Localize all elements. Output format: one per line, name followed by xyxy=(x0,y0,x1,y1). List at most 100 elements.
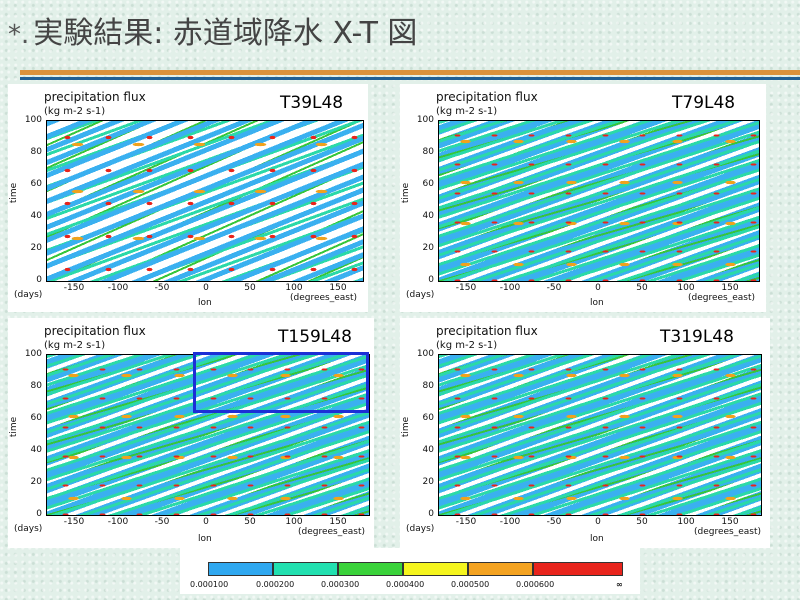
panel-t79l48: precipitation flux (kg m-2 s-1) T79L48 1… xyxy=(400,84,766,312)
x-axis-label: lon xyxy=(198,298,212,308)
y-tick: 80 xyxy=(422,381,434,391)
y-tick: 60 xyxy=(422,413,434,423)
x-tick: -100 xyxy=(499,283,521,293)
x-tick: -50 xyxy=(546,517,562,527)
title-underline-blue xyxy=(20,77,800,80)
y-tick: 40 xyxy=(422,445,434,455)
y-tick: 20 xyxy=(422,243,434,253)
slide-title: *. 実験結果: 赤道域降水 X-T 図 xyxy=(8,16,417,53)
colorbar-swatch xyxy=(273,562,338,576)
panel-title: precipitation flux xyxy=(44,324,146,338)
y-tick: 20 xyxy=(422,477,434,487)
x-tick: -150 xyxy=(455,283,477,293)
y-tick: 40 xyxy=(30,445,42,455)
title-text: 実験結果: 赤道域降水 X-T 図 xyxy=(33,16,418,51)
colorbar-swatch xyxy=(338,562,403,576)
colorbar-label: 0.000100 xyxy=(190,580,229,589)
panel-t159l48: precipitation flux (kg m-2 s-1) T159L48 … xyxy=(8,318,374,548)
y-axis-label: time xyxy=(9,182,20,204)
y-tick: 100 xyxy=(416,115,434,125)
resolution-label: T79L48 xyxy=(672,93,736,113)
y-tick: 80 xyxy=(30,147,42,157)
y-tick: 20 xyxy=(30,477,42,487)
xt-diagram-plot xyxy=(46,120,364,282)
panel-title: precipitation flux xyxy=(436,90,538,104)
colorbar-label: 0.000600 xyxy=(516,580,555,589)
y-tick: 80 xyxy=(30,381,42,391)
panel-unit: (kg m-2 s-1) xyxy=(436,106,498,117)
x-tick: 100 xyxy=(677,517,695,527)
x-tick: 0 xyxy=(595,283,601,293)
panel-unit: (kg m-2 s-1) xyxy=(44,340,106,351)
y-axis-label: time xyxy=(401,182,412,204)
x-tick: -100 xyxy=(107,283,129,293)
x-tick: -150 xyxy=(63,283,85,293)
y-tick: 60 xyxy=(30,413,42,423)
x-tick: 100 xyxy=(285,517,303,527)
x-tick: 150 xyxy=(329,283,347,293)
x-tick: 100 xyxy=(285,283,303,293)
panel-unit: (kg m-2 s-1) xyxy=(44,106,106,117)
x-tick: 50 xyxy=(636,283,648,293)
x-tick: -50 xyxy=(154,517,170,527)
colorbar-swatch xyxy=(533,562,623,576)
x-axis-unit: (degrees_east) xyxy=(290,293,358,303)
x-tick: 100 xyxy=(677,283,695,293)
colorbar-legend: 0.000100 0.000200 0.000300 0.000400 0.00… xyxy=(180,548,640,594)
panel-title: precipitation flux xyxy=(44,90,146,104)
y-tick: 100 xyxy=(24,349,42,359)
y-tick: 60 xyxy=(30,179,42,189)
x-axis-unit: (degrees_east) xyxy=(694,527,762,537)
y-axis-unit: (days) xyxy=(14,290,43,300)
x-tick: -100 xyxy=(499,517,521,527)
colorbar-label: 0.000300 xyxy=(321,580,360,589)
x-tick: 0 xyxy=(595,517,601,527)
colorbar-swatch xyxy=(468,562,533,576)
x-tick: 50 xyxy=(244,517,256,527)
xt-diagram-plot xyxy=(438,354,762,516)
y-axis-label: time xyxy=(9,416,20,438)
x-tick: 150 xyxy=(721,283,739,293)
x-tick: 0 xyxy=(203,517,209,527)
y-tick: 40 xyxy=(30,211,42,221)
x-tick: 150 xyxy=(721,517,739,527)
y-tick: 0 xyxy=(428,509,434,519)
x-tick: -50 xyxy=(546,283,562,293)
x-tick: 50 xyxy=(244,283,256,293)
y-tick: 100 xyxy=(416,349,434,359)
x-tick: 50 xyxy=(636,517,648,527)
y-axis-unit: (days) xyxy=(406,524,435,534)
title-underline-orange xyxy=(20,70,800,75)
y-axis-unit: (days) xyxy=(14,524,43,534)
colorbar-swatch xyxy=(208,562,273,576)
x-axis-label: lon xyxy=(590,298,604,308)
y-tick: 0 xyxy=(428,275,434,285)
panel-t319l48: precipitation flux (kg m-2 s-1) T319L48 … xyxy=(400,318,770,548)
colorbar-label: 0.000400 xyxy=(386,580,425,589)
colorbar-label: ∞ xyxy=(616,580,623,589)
y-tick: 80 xyxy=(422,147,434,157)
panel-title: precipitation flux xyxy=(436,324,538,338)
x-axis-label: lon xyxy=(198,534,212,544)
x-tick: -50 xyxy=(154,283,170,293)
x-tick: 150 xyxy=(329,517,347,527)
x-tick: -100 xyxy=(107,517,129,527)
y-tick: 0 xyxy=(36,275,42,285)
colorbar-label: 0.000200 xyxy=(256,580,295,589)
y-axis-unit: (days) xyxy=(406,290,435,300)
y-tick: 100 xyxy=(24,115,42,125)
x-tick: -150 xyxy=(455,517,477,527)
colorbar-swatch xyxy=(403,562,468,576)
resolution-label: T159L48 xyxy=(278,327,352,347)
title-bullet: *. xyxy=(8,20,30,50)
y-tick: 20 xyxy=(30,243,42,253)
x-tick: -150 xyxy=(63,517,85,527)
xt-diagram-plot xyxy=(438,120,760,282)
resolution-label: T319L48 xyxy=(660,327,734,347)
y-tick: 60 xyxy=(422,179,434,189)
resolution-label: T39L48 xyxy=(280,93,344,113)
y-axis-label: time xyxy=(401,416,412,438)
x-axis-unit: (degrees_east) xyxy=(688,293,756,303)
highlight-box xyxy=(193,352,369,413)
xt-diagram-plot xyxy=(46,354,370,516)
